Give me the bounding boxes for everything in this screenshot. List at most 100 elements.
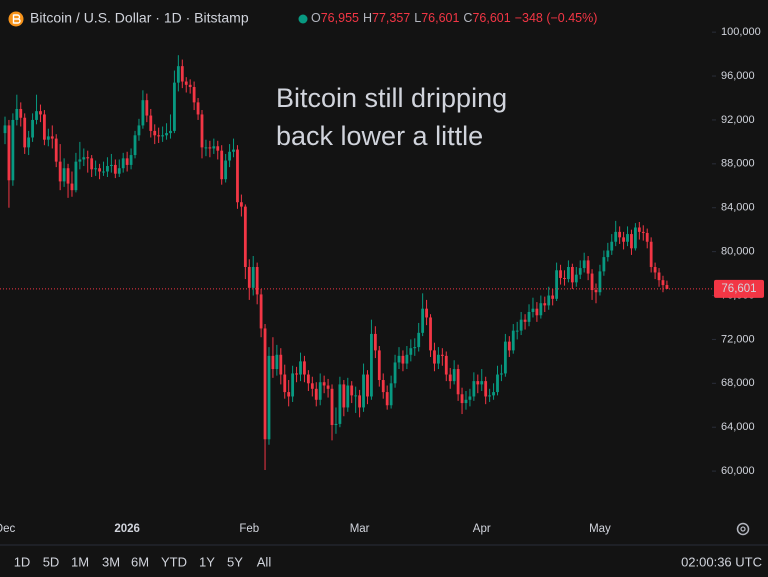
candle-body (196, 102, 200, 115)
range-button[interactable]: 5Y (227, 554, 243, 569)
candle-body (527, 311, 531, 322)
candle-body (630, 234, 633, 249)
candle-body (366, 374, 369, 397)
x-tick-label: Mar (350, 523, 370, 535)
candle-body (165, 133, 168, 136)
range-button[interactable]: 1Y (199, 554, 215, 569)
candle-body (437, 354, 440, 364)
ohlc-readout: O76,955 H77,357 L76,601 C76,601 −348 (−0.45%… (311, 11, 597, 25)
candle-body (460, 394, 464, 404)
range-button[interactable]: All (257, 554, 272, 569)
candle-body (547, 295, 551, 306)
x-tick-label: 2026 (114, 523, 140, 535)
candle-body (39, 111, 42, 115)
candle-body (295, 373, 298, 375)
candle-body (578, 268, 582, 275)
candle-body (433, 350, 436, 364)
candle-body (606, 250, 610, 258)
candle-body (129, 155, 133, 165)
candle-body (243, 206, 247, 267)
candle-body (555, 270, 558, 299)
range-button[interactable]: 3M (102, 554, 120, 569)
candle-body (228, 151, 231, 161)
candle-body (98, 168, 101, 172)
y-tick-label: 68,000 (721, 377, 755, 389)
candle-body (299, 361, 302, 375)
candle-body (622, 237, 625, 242)
ohlc-value: 76,955 (321, 11, 359, 25)
candle-body (70, 183, 74, 191)
candle-body (322, 382, 326, 386)
candle-body (511, 330, 515, 351)
candle-body (661, 280, 665, 286)
candle-body (649, 241, 653, 267)
candle-body (3, 125, 7, 134)
ohlc-value: 76,601 (421, 11, 459, 25)
candle-body (212, 146, 216, 149)
candle-body (31, 119, 34, 138)
candle-body (618, 231, 622, 238)
candle-body (480, 381, 484, 385)
symbol-title[interactable]: Bitcoin / U.S. Dollar · 1D · Bitstamp (30, 10, 249, 26)
candle-body (220, 150, 224, 180)
candle-body (413, 347, 417, 349)
range-button[interactable]: 5D (43, 554, 60, 569)
candle-body (496, 374, 499, 393)
candle-body (448, 374, 452, 382)
candle-body (570, 266, 574, 283)
range-button[interactable]: YTD (161, 554, 187, 569)
range-button[interactable]: 1D (14, 554, 31, 569)
candle-body (279, 354, 283, 375)
candle-body (145, 100, 149, 116)
candle-body (389, 383, 393, 406)
candle-body (236, 149, 239, 203)
range-button[interactable]: 1M (71, 554, 89, 569)
gear-hub (740, 526, 746, 532)
candle-body (106, 166, 109, 172)
candle-body (429, 317, 432, 351)
clock: 02:00:36 UTC (681, 554, 762, 569)
candle-body (153, 130, 157, 136)
candle-body (657, 272, 661, 281)
candle-body (637, 227, 641, 232)
candle-body (11, 119, 15, 181)
y-tick-label: 60,000 (721, 465, 755, 477)
candle-body (444, 355, 448, 375)
candle-body (338, 384, 342, 424)
candle-body (19, 108, 23, 118)
candle-body (519, 319, 523, 331)
candle-body (326, 385, 330, 389)
candle-body (350, 385, 354, 396)
candle-body (539, 303, 543, 316)
candle-body (381, 380, 385, 393)
candle-body (267, 355, 271, 440)
candle-body (559, 270, 562, 278)
candle-body (306, 374, 310, 384)
candle-body (54, 138, 58, 162)
candle-body (27, 137, 31, 148)
candle-body (66, 168, 70, 184)
candle-body (574, 274, 578, 283)
candle-body (567, 266, 570, 280)
y-tick-label: 80,000 (721, 246, 755, 258)
x-tick-label: May (589, 523, 611, 535)
candle-body (43, 114, 46, 140)
candle-body (342, 384, 346, 408)
candle-body (626, 234, 629, 242)
range-button[interactable]: 6M (131, 554, 149, 569)
status-dot (298, 14, 308, 24)
candle-body (452, 369, 456, 382)
candle-body (310, 383, 314, 389)
settings-icon[interactable] (736, 522, 750, 536)
candle-body (598, 271, 602, 293)
candle-body (614, 231, 618, 242)
candle-body (476, 381, 480, 385)
candle-body (180, 66, 184, 82)
candle-body (488, 395, 492, 397)
candle-body (358, 395, 361, 408)
candle-body (303, 361, 306, 375)
last-price-tag (714, 279, 764, 298)
candle-body (515, 330, 519, 332)
